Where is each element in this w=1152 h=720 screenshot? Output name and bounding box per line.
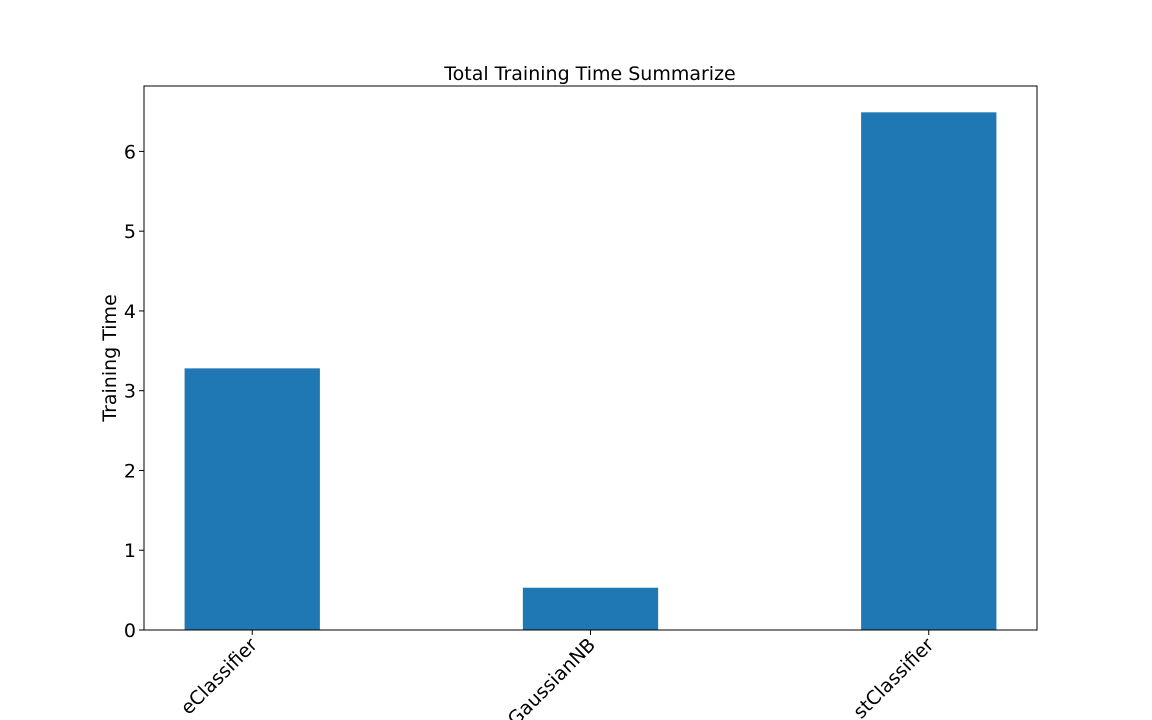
y-axis-label: Training Time	[99, 294, 121, 423]
chart-title: Total Training Time Summarize	[443, 63, 735, 85]
x-tick-label: eClassifier	[177, 634, 262, 719]
bar	[861, 112, 997, 631]
y-tick-label: 6	[124, 141, 136, 163]
y-tick-label: 4	[124, 301, 136, 323]
y-tick-label: 5	[124, 221, 136, 243]
y-tick-label: 0	[124, 620, 136, 642]
bar	[522, 587, 659, 630]
plot-frame	[143, 85, 1038, 631]
y-tick-label: 1	[124, 540, 136, 562]
y-tick-label: 3	[124, 381, 136, 403]
bar	[184, 368, 320, 630]
x-tick-label: stClassifier	[849, 634, 938, 720]
x-tick-label: GaussianNB	[504, 634, 600, 720]
y-tick-label: 2	[124, 460, 136, 482]
